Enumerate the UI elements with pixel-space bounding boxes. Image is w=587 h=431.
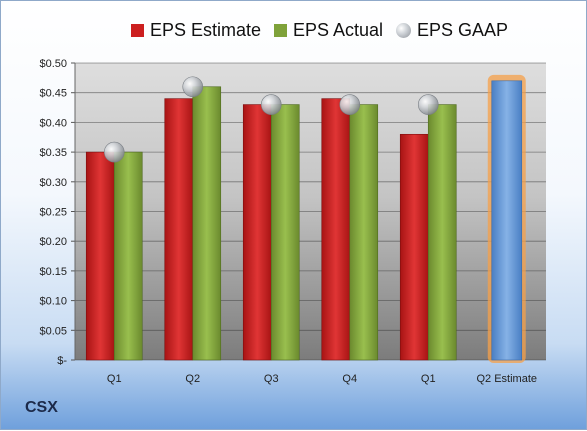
bar-eps-estimate bbox=[164, 98, 194, 361]
legend-swatch-eps-actual bbox=[274, 23, 287, 37]
legend-item-eps-gaap: EPS GAAP bbox=[396, 13, 508, 47]
y-tick-label: $0.15 bbox=[39, 266, 67, 278]
point-eps-gaap bbox=[182, 76, 204, 98]
legend-label-eps-gaap: EPS GAAP bbox=[417, 19, 509, 40]
y-tick-label: $0.40 bbox=[39, 117, 67, 129]
y-tick-label: $0.10 bbox=[39, 296, 67, 308]
bar-eps-actual bbox=[270, 104, 300, 361]
bar-q2-estimate bbox=[491, 80, 523, 361]
point-eps-gaap bbox=[260, 94, 282, 115]
legend-swatch-eps-estimate bbox=[131, 23, 144, 37]
legend-label-eps-actual: EPS Actual bbox=[293, 19, 384, 40]
bar-eps-estimate bbox=[242, 104, 272, 361]
legend: EPS Estimate EPS Actual EPS GAAP bbox=[1, 13, 587, 47]
bar-eps-actual bbox=[349, 104, 379, 361]
bar-eps-actual bbox=[427, 104, 457, 361]
x-tick-label: Q1 bbox=[421, 373, 436, 385]
y-tick-label: $0.20 bbox=[39, 236, 67, 248]
ticker-label: CSX bbox=[25, 399, 58, 416]
x-tick-label: Q1 bbox=[107, 373, 122, 385]
legend-item-eps-estimate: EPS Estimate bbox=[131, 13, 261, 47]
x-tick-label: Q4 bbox=[342, 373, 357, 385]
point-eps-gaap bbox=[103, 141, 125, 163]
legend-marker-eps-gaap bbox=[396, 22, 411, 38]
x-tick-label: Q2 bbox=[185, 373, 200, 385]
y-tick-label: $0.35 bbox=[39, 147, 67, 159]
legend-item-eps-actual: EPS Actual bbox=[274, 13, 383, 47]
bar-eps-estimate bbox=[399, 133, 429, 361]
bar-eps-estimate bbox=[85, 151, 115, 361]
x-tick-label: Q2 Estimate bbox=[476, 373, 537, 385]
bar-eps-actual bbox=[113, 151, 143, 361]
y-tick-label: $0.05 bbox=[39, 325, 67, 337]
legend-label-eps-estimate: EPS Estimate bbox=[150, 19, 262, 40]
point-eps-gaap bbox=[417, 94, 439, 115]
y-tick-label: $0.45 bbox=[39, 88, 67, 100]
bar-eps-actual bbox=[192, 86, 222, 361]
y-tick-label: $0.30 bbox=[39, 177, 67, 189]
y-tick-label: $0.25 bbox=[39, 207, 67, 219]
bar-eps-estimate bbox=[321, 98, 351, 361]
y-tick-label: $- bbox=[57, 355, 67, 367]
y-tick-label: $0.50 bbox=[39, 58, 67, 70]
x-tick-label: Q3 bbox=[264, 373, 279, 385]
point-eps-gaap bbox=[339, 94, 361, 115]
